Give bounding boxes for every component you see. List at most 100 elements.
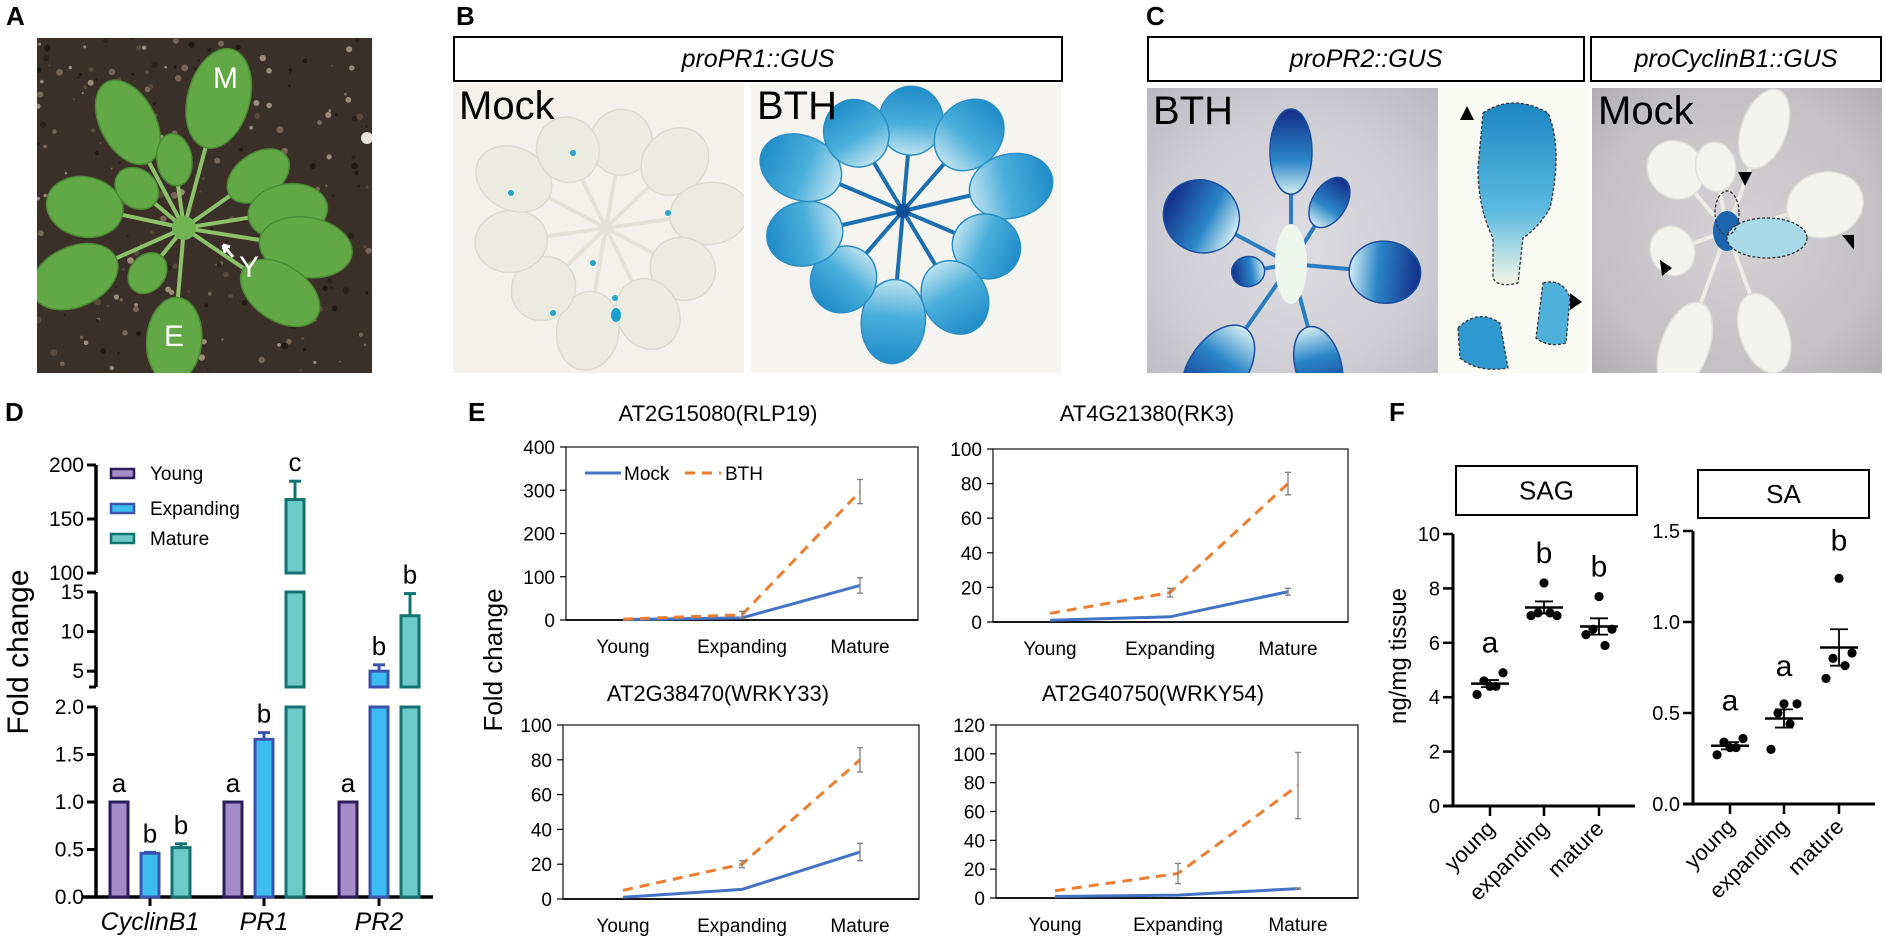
series-line-bth <box>1054 784 1299 893</box>
construct-title-pr2: proPR2::GUS <box>1147 36 1585 82</box>
soil-particle <box>172 263 178 269</box>
petiole <box>591 226 608 301</box>
bar-expanding <box>139 851 161 899</box>
series-line-mock <box>622 850 861 899</box>
y-tick-label: 0.0 <box>55 886 84 909</box>
soil-particle <box>343 92 347 96</box>
soil-particle <box>37 316 42 324</box>
treatment-label-mock: Mock <box>1598 89 1694 133</box>
leaf-blade <box>94 79 161 166</box>
bth-leaf <box>901 209 1022 280</box>
soil-particle <box>37 103 41 109</box>
x-tick-label: Expanding <box>697 916 787 937</box>
soil-particle <box>363 244 367 249</box>
x-tick-label: mature <box>1782 814 1848 880</box>
soil-particle <box>160 215 167 223</box>
construct-title-text: proCyclinB1::GUS <box>1634 44 1838 73</box>
soil-particle <box>136 331 142 337</box>
bar-mature <box>399 614 421 689</box>
y-tick-label: 6 <box>1429 633 1440 655</box>
cyclinb1-mock-photo: Mock <box>1592 88 1882 373</box>
mock-leaf <box>555 226 620 371</box>
treatment-label-mock: Mock <box>459 84 555 128</box>
soil-particle <box>365 247 372 254</box>
soil-particle <box>150 230 155 235</box>
data-point <box>1766 744 1776 755</box>
petiole <box>577 172 608 230</box>
soil-particle <box>327 278 333 284</box>
soil-particle <box>88 67 94 73</box>
soil-particle <box>277 342 281 347</box>
arrowhead-icon <box>1660 260 1672 276</box>
x-tick-label: Mature <box>830 916 889 937</box>
mock-leaf <box>1646 140 1729 233</box>
leaf-outline <box>1535 281 1571 346</box>
y-tick-label: 2 <box>1429 742 1440 764</box>
soil-particle <box>117 351 120 355</box>
soil-particle <box>322 285 328 291</box>
y-tick-label: 0 <box>974 889 985 910</box>
mock-leaf <box>604 226 681 351</box>
soil-particle <box>187 290 191 293</box>
soil-particle <box>83 85 88 90</box>
soil-particle <box>331 305 338 312</box>
y-tick-label: 8 <box>1429 578 1440 600</box>
soil-particle <box>365 125 368 128</box>
rosette-center <box>172 216 196 240</box>
soil-particle <box>83 340 89 346</box>
leaf-blade <box>822 98 890 168</box>
soil-particle <box>345 96 352 103</box>
y-tick-label: 100 <box>950 440 982 461</box>
petiole <box>604 226 637 290</box>
soil-particle <box>363 343 367 347</box>
y-tick-label: 10 <box>1418 524 1440 546</box>
panel-label-a: A <box>6 1 25 31</box>
subplot-title: SA <box>1766 479 1801 509</box>
leaf-blade <box>555 290 620 371</box>
soil-particle <box>81 92 84 95</box>
leaf-blade <box>860 278 927 365</box>
petiole <box>560 226 608 272</box>
soil-particle <box>339 360 342 363</box>
leaf-blade <box>127 251 168 295</box>
significance-letter: b <box>1591 551 1608 584</box>
x-tick-label: Mature <box>1258 639 1317 660</box>
soil-particle <box>133 306 139 313</box>
y-tick-label: 1.0 <box>55 791 84 814</box>
y-tick-label: 120 <box>953 716 985 737</box>
soil-particle <box>201 338 207 345</box>
x-tick-label: mature <box>1542 816 1608 882</box>
soil-particle <box>326 154 332 160</box>
legend-swatch-mature <box>109 532 136 545</box>
y-tick-label: 0 <box>544 611 555 632</box>
pr2-leaf-detail-photo <box>1438 88 1588 373</box>
soil-particle <box>235 44 241 50</box>
soil-particle <box>99 141 102 145</box>
soil-particle <box>358 332 364 337</box>
leaf-blade <box>155 133 193 187</box>
significance-letter: b <box>403 560 417 590</box>
soil-particle <box>48 64 51 67</box>
y-tick-label: 100 <box>520 716 552 737</box>
soil-particle <box>90 128 96 133</box>
leaf-outline <box>1477 102 1557 286</box>
petiole <box>830 179 905 213</box>
legend-label: Mock <box>624 464 670 485</box>
gus-spot <box>590 260 596 266</box>
soil-particle <box>309 163 316 170</box>
soil-particle <box>198 354 206 361</box>
leaf-blade <box>1308 176 1351 229</box>
soil-particle <box>122 268 125 271</box>
soil-particle <box>331 194 335 198</box>
leaf-blade <box>1786 171 1864 239</box>
soil-particle <box>150 61 158 68</box>
soil-particle <box>206 367 209 370</box>
soil-particle <box>199 190 202 193</box>
soil-particle <box>349 65 355 71</box>
y-tick-label: 100 <box>49 562 84 585</box>
bar-expanding <box>368 705 390 899</box>
x-tick-label: Young <box>596 916 649 937</box>
y-tick-label: 100 <box>523 568 555 589</box>
soil-particle <box>302 348 307 352</box>
y-tick-label: 10 <box>61 621 84 644</box>
